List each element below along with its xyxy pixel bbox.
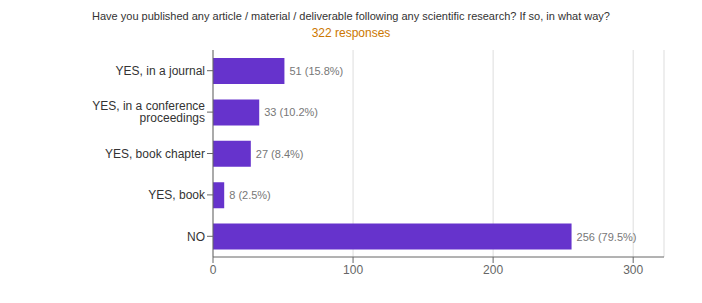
- svg-text:27 (8.4%): 27 (8.4%): [256, 148, 304, 160]
- html-text:Have you published any article: Have you published any article / materia…: [92, 10, 610, 22]
- svg-text:256 (79.5%): 256 (79.5%): [577, 231, 637, 243]
- html-text:322 responses: 322 responses: [311, 26, 391, 40]
- svg-text:0: 0: [210, 263, 217, 277]
- svg-text:8 (2.5%): 8 (2.5%): [229, 189, 271, 201]
- svg-text:200: 200: [483, 263, 503, 277]
- svg-text:300: 300: [623, 263, 643, 277]
- svg-text:33 (10.2%): 33 (10.2%): [264, 106, 318, 118]
- svg-text:YES, book chapter: YES, book chapter: [105, 147, 205, 161]
- svg-text:YES, in a conferenceproceeding: YES, in a conferenceproceedings: [92, 99, 205, 125]
- svg-text:51 (15.8%): 51 (15.8%): [289, 65, 343, 77]
- svg-text:YES, book: YES, book: [148, 188, 206, 202]
- svg-text:100: 100: [343, 263, 363, 277]
- svg-text:YES, in a journal: YES, in a journal: [116, 64, 205, 78]
- svg-text:NO: NO: [187, 230, 205, 244]
